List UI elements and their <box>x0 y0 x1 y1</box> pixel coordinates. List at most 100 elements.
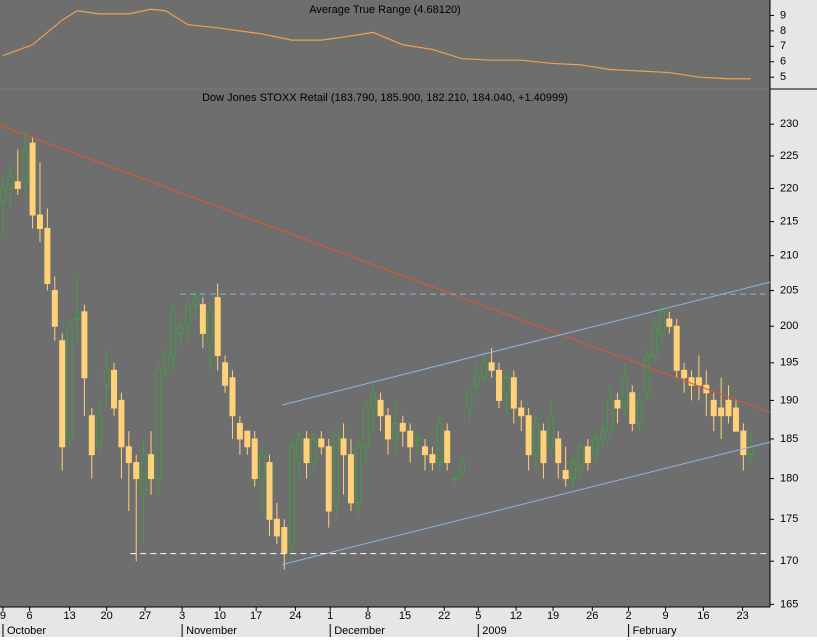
candle-body <box>51 290 58 327</box>
candle-body <box>0 187 6 203</box>
candle-body <box>340 438 347 456</box>
candle-body <box>7 174 14 189</box>
candle-body <box>599 430 606 440</box>
candle-body <box>118 399 125 448</box>
candle-body <box>725 399 732 417</box>
x-tick-label: 23 <box>736 610 748 622</box>
candle-body <box>288 446 295 545</box>
x-tick-label: 10 <box>214 610 226 622</box>
candle-body <box>436 422 443 464</box>
candle-body <box>570 462 577 480</box>
price-title: Dow Jones STOXX Retail (183.790, 185.900… <box>202 92 568 104</box>
y-tick-label: 8 <box>780 25 786 37</box>
price-panel <box>0 90 770 607</box>
candle-body <box>421 446 428 456</box>
candle-body <box>407 430 414 448</box>
candle-body <box>488 362 495 371</box>
candle-body <box>384 415 391 440</box>
x-tick-label: 12 <box>510 610 522 622</box>
month-label: February <box>633 625 678 637</box>
month-label: December <box>334 625 385 637</box>
candle-body <box>614 399 621 409</box>
candle-body <box>29 142 36 216</box>
candle-body <box>451 478 458 481</box>
y-tick-label: 195 <box>780 357 798 369</box>
candle-body <box>325 446 332 512</box>
candle-body <box>429 454 436 464</box>
candle-body <box>710 399 717 417</box>
candle-body <box>644 354 651 394</box>
candle-body <box>747 446 754 456</box>
candle-body <box>125 446 132 464</box>
candle-body <box>459 462 465 472</box>
candle-body <box>66 325 73 440</box>
x-tick-label: 27 <box>139 610 151 622</box>
x-tick-label: 22 <box>438 610 450 622</box>
y-tick-label: 5 <box>780 71 786 83</box>
candle-body <box>695 377 702 386</box>
candle-body <box>81 311 88 379</box>
candle-body <box>399 422 406 432</box>
candle-body <box>259 454 266 480</box>
candle-body <box>333 430 340 504</box>
candle-body <box>503 377 510 394</box>
candle-body <box>481 362 488 379</box>
candle-body <box>651 325 658 356</box>
candle-body <box>140 454 147 496</box>
candle-body <box>162 354 169 371</box>
candle-body <box>473 377 480 386</box>
candle-body <box>392 422 399 440</box>
trend-line <box>281 281 771 406</box>
candle-body <box>96 415 103 448</box>
candle-body <box>525 415 532 456</box>
candle-body <box>148 454 155 480</box>
candle-body <box>444 430 451 464</box>
atr-title: Average True Range (4.68120) <box>309 4 460 16</box>
candle-body <box>236 422 243 440</box>
candle-body <box>577 446 584 472</box>
candle-body <box>362 407 369 448</box>
candle-body <box>296 438 303 456</box>
candle-body <box>621 377 628 409</box>
candle-body <box>170 311 177 356</box>
x-tick-label: 1 <box>327 610 333 622</box>
candle-body <box>192 297 199 306</box>
y-tick-label: 7 <box>780 40 786 52</box>
candle-body <box>555 438 562 464</box>
candle-body <box>547 415 554 448</box>
candle-body <box>229 377 236 417</box>
candle-body <box>607 399 614 432</box>
candle-body <box>303 438 310 464</box>
x-tick-label: 6 <box>27 610 33 622</box>
trend-line <box>0 124 771 414</box>
y-tick-label: 205 <box>780 284 798 296</box>
candle-body <box>681 369 688 379</box>
candle-body <box>518 407 525 417</box>
x-tick-label: 13 <box>63 610 75 622</box>
x-tick-label: 24 <box>289 610 301 622</box>
candle-body <box>44 227 51 284</box>
candle-body <box>377 399 384 417</box>
candle-body <box>718 407 725 417</box>
candle-body <box>414 438 421 441</box>
candle-body <box>214 297 221 356</box>
candle-body <box>36 214 43 229</box>
candle-body <box>155 369 162 480</box>
candle-body <box>510 377 517 409</box>
x-tick-label: 9 <box>0 610 6 622</box>
x-tick-label: 8 <box>365 610 371 622</box>
candle-body <box>673 325 680 371</box>
candle-body <box>533 422 540 456</box>
month-label: October <box>7 625 46 637</box>
candle-body <box>592 438 599 456</box>
candle-body <box>370 392 377 409</box>
candle-body <box>355 446 362 504</box>
y-tick-label: 200 <box>780 320 798 332</box>
y-tick-label: 230 <box>780 118 798 130</box>
candle-body <box>310 438 317 464</box>
candle-body <box>111 369 118 409</box>
y-tick-label: 190 <box>780 394 798 406</box>
x-tick-label: 2 <box>626 610 632 622</box>
